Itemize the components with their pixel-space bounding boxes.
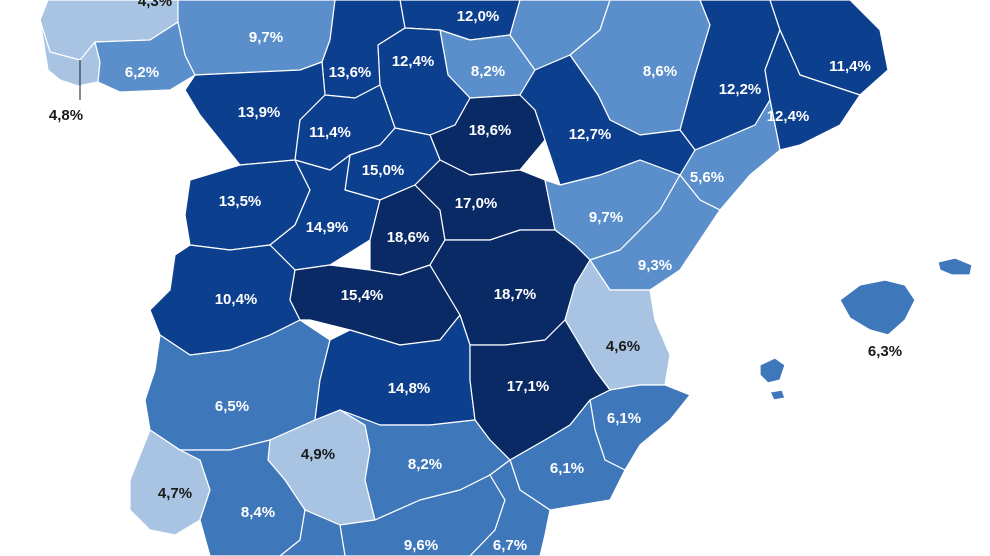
label-toledo: 15,4%	[341, 287, 384, 304]
label-avila: 14,9%	[306, 219, 349, 236]
label-palencia: 13,6%	[329, 64, 372, 81]
label-caceres: 10,4%	[215, 291, 258, 308]
label-cordoba: 4,9%	[301, 446, 335, 463]
label-alava: 8,2%	[471, 63, 505, 80]
label-madrid: 18,6%	[387, 229, 430, 246]
label-lleida: 12,2%	[719, 81, 762, 98]
island-ibiza	[759, 357, 786, 384]
label-almeria: 6,7%	[493, 537, 527, 554]
label-jaen: 8,2%	[408, 456, 442, 473]
island-formentera	[769, 389, 786, 401]
label-huelva: 4,7%	[158, 485, 192, 502]
label-sevilla: 8,4%	[241, 504, 275, 521]
province-lugo-ourense	[94, 21, 196, 93]
province-malaga-fill	[279, 509, 346, 556]
label-segovia: 15,0%	[362, 162, 405, 179]
label-girona: 11,4%	[829, 58, 871, 75]
province-alicante	[589, 384, 691, 471]
label-soria: 18,6%	[469, 122, 512, 139]
label-lugo-ourense: 6,2%	[125, 64, 159, 81]
label-a-coruna: 4,3%	[138, 0, 172, 10]
island-menorca	[937, 257, 973, 276]
label-zaragoza: 12,7%	[569, 126, 612, 143]
label-navarra: 8,6%	[643, 63, 677, 80]
label-albacete: 17,1%	[507, 378, 550, 395]
label-cuenca: 18,7%	[494, 286, 537, 303]
province-almeria	[469, 459, 551, 556]
label-valencia: 4,6%	[606, 338, 640, 355]
label-teruel: 9,7%	[589, 209, 623, 226]
province-zaragoza	[519, 54, 696, 186]
label-pontevedra: 4,8%	[49, 107, 83, 124]
label-murcia: 6,1%	[550, 460, 584, 477]
label-badajoz: 6,5%	[215, 398, 249, 415]
label-ciudad-real: 14,8%	[388, 380, 431, 397]
label-baleares: 6,3%	[868, 343, 902, 360]
label-zamora-salamanca: 13,5%	[219, 193, 262, 210]
label-asturias: 9,7%	[249, 29, 283, 46]
label-alicante: 6,1%	[607, 410, 641, 427]
label-tarragona: 5,6%	[690, 169, 724, 186]
island-mallorca	[839, 279, 916, 336]
label-leon: 13,9%	[238, 104, 281, 121]
label-guadalajara: 17,0%	[455, 195, 498, 212]
label-burgos: 12,4%	[392, 53, 435, 70]
province-avila	[269, 154, 381, 271]
label-granada: 9,6%	[404, 537, 438, 554]
label-cantabria: 12,0%	[457, 8, 500, 25]
label-barcelona: 12,4%	[767, 108, 810, 125]
label-valladolid: 11,4%	[309, 124, 351, 141]
label-castellon: 9,3%	[638, 257, 672, 274]
